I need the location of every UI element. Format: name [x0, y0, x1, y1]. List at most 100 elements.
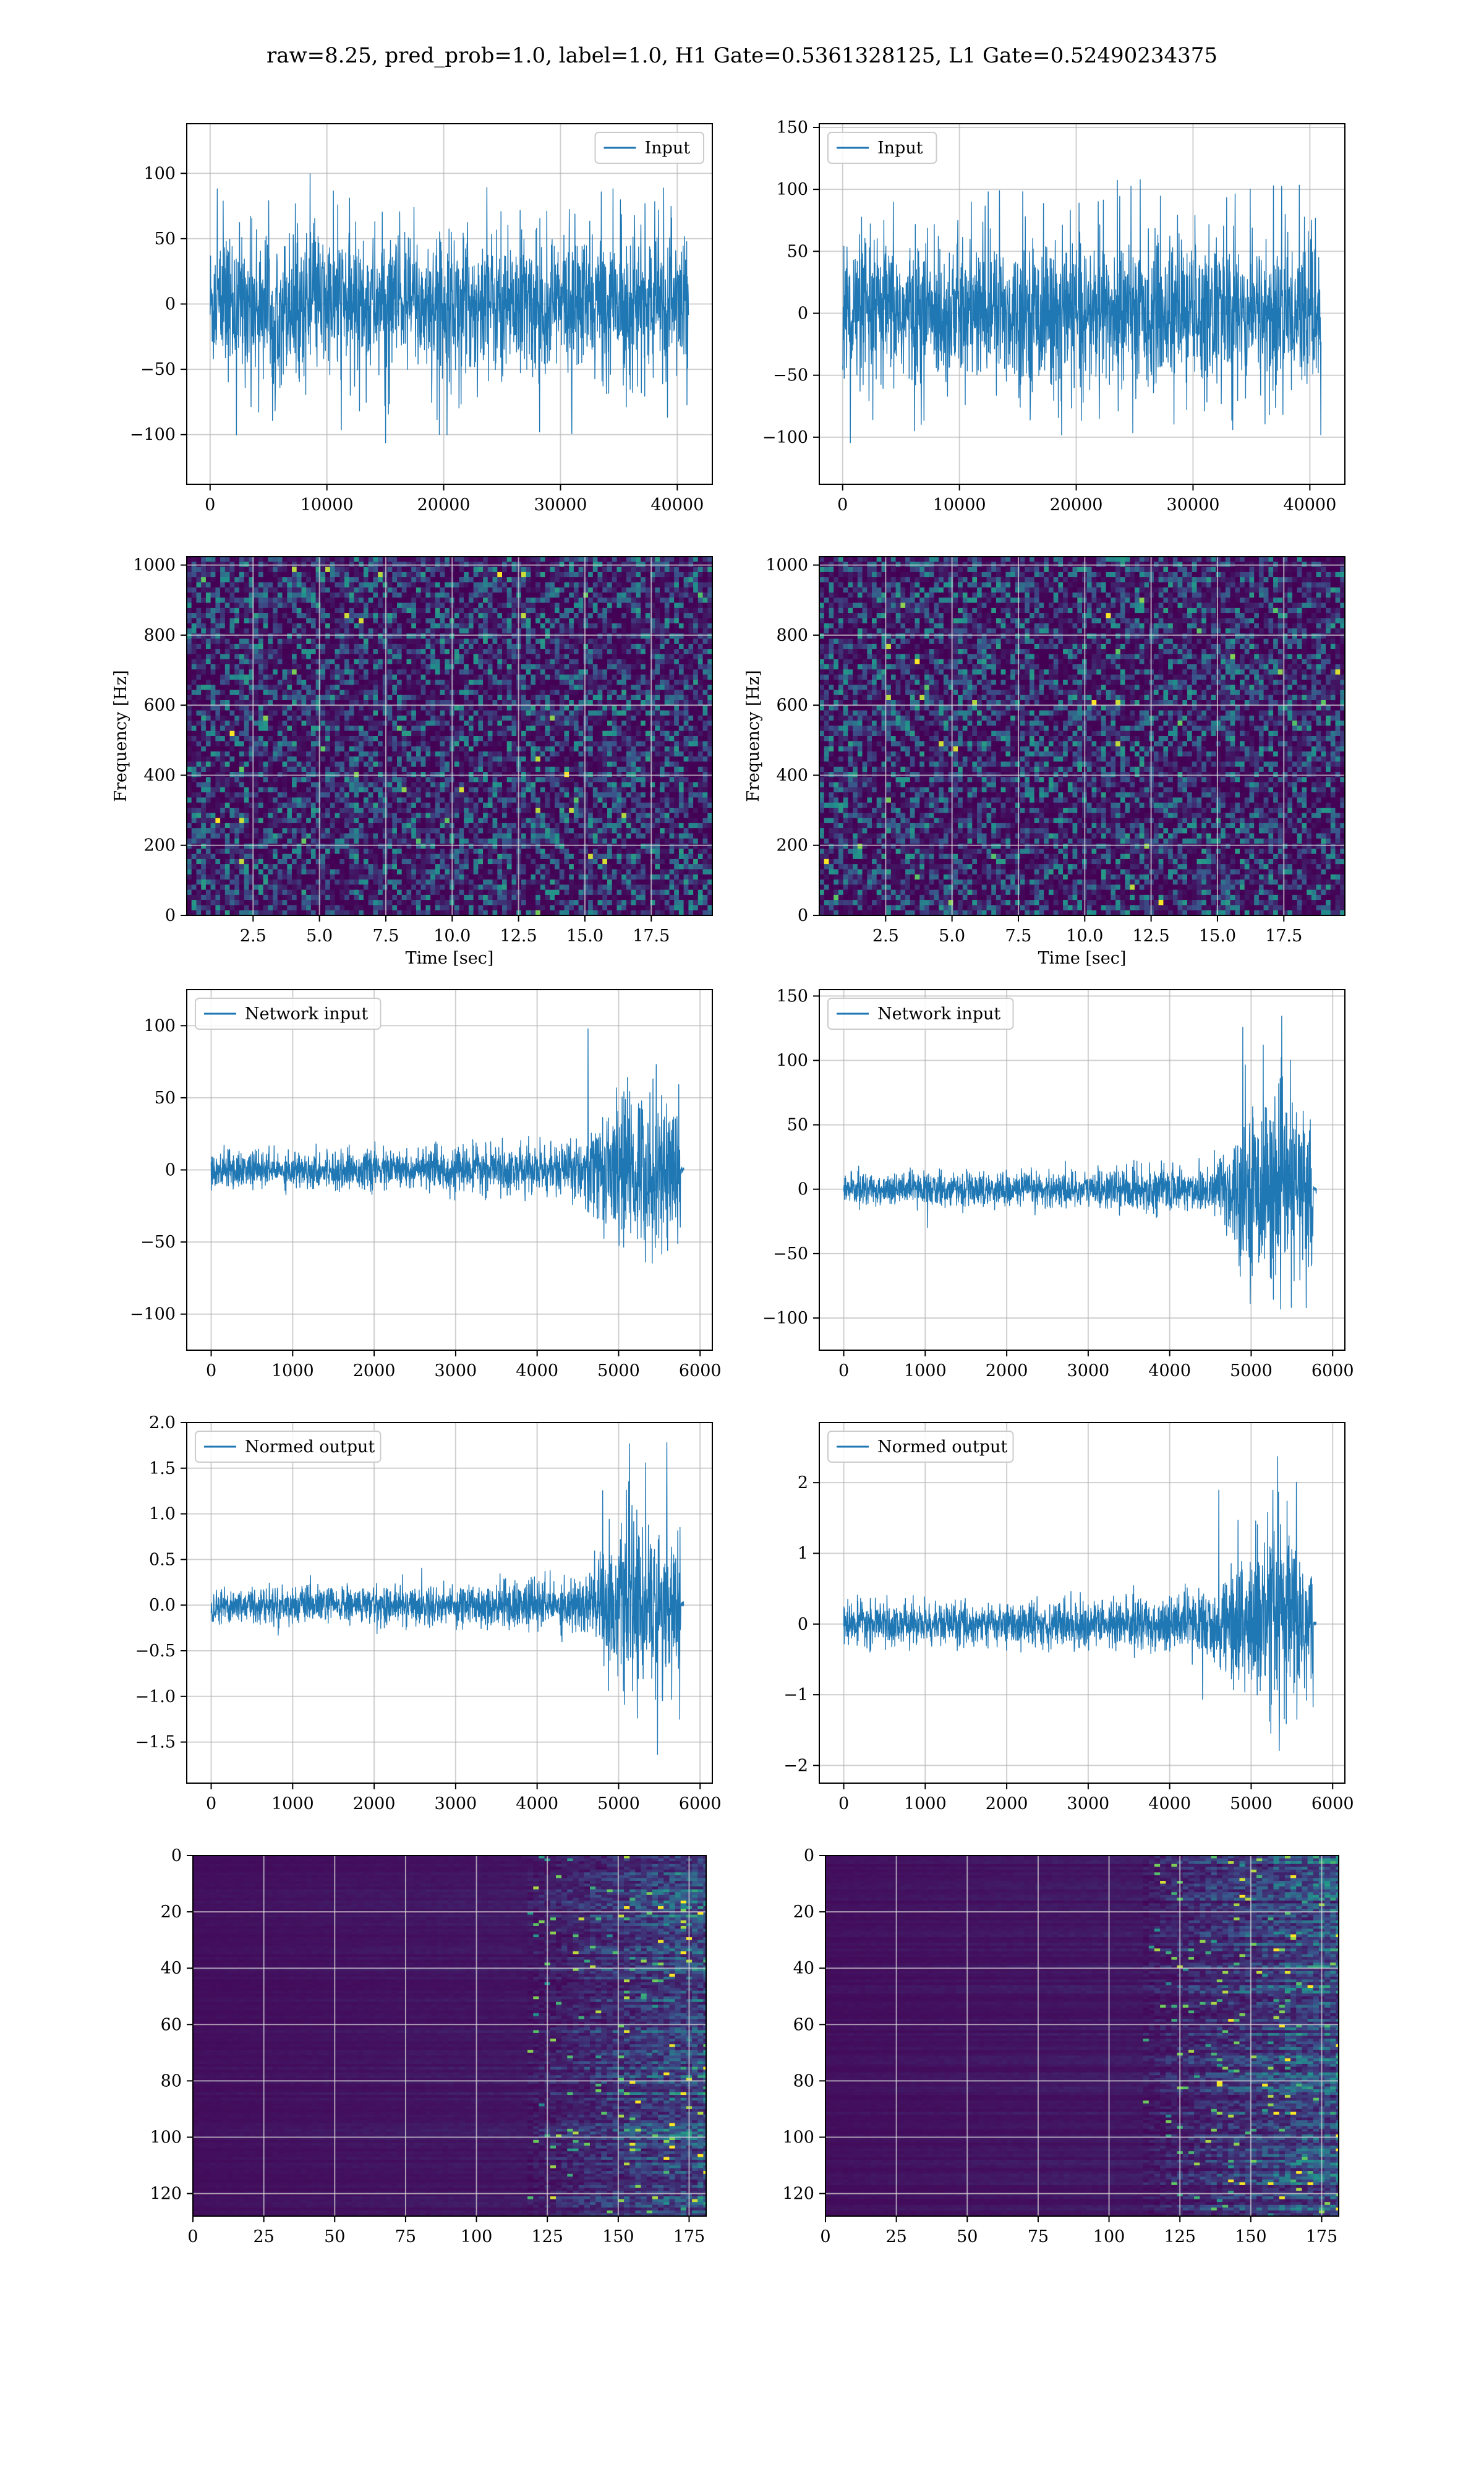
axes-frame: [819, 123, 1345, 485]
y-tick-label: 40: [161, 1959, 182, 1978]
legend-label: Input: [645, 139, 691, 158]
axes-frame: [819, 556, 1345, 916]
y-axis-label: Frequency [Hz]: [744, 670, 763, 802]
x-tick-label: 3000: [435, 1361, 477, 1380]
panel-l1-network-image: 0 25 50 75 100 125 150 175 0 20 40 60 80 100 120: [782, 1846, 1339, 2246]
y-tick-label: 2: [798, 1473, 808, 1492]
x-tick-label: 4000: [1148, 1794, 1191, 1813]
x-tick-label: 175: [1306, 2227, 1338, 2246]
y-tick-label: 100: [143, 164, 176, 183]
y-tick-label: 400: [143, 766, 176, 785]
x-tick-label: 4000: [1148, 1361, 1191, 1380]
y-tick-label: 20: [161, 1903, 182, 1922]
y-tick-label: −50: [140, 360, 176, 379]
x-tick-label: 0: [205, 495, 215, 515]
x-tick-label: 0: [820, 2227, 830, 2246]
legend-box: [594, 132, 704, 164]
plot-area: [187, 1423, 712, 1783]
y-tick-label: −1.0: [135, 1687, 176, 1706]
y-tick-label: 400: [776, 766, 808, 785]
x-tick-label: 10.0: [433, 927, 471, 946]
y-tick-label: 0.0: [149, 1596, 176, 1615]
x-tick-label: 0: [206, 1361, 216, 1380]
axes-frame: [819, 989, 1345, 1351]
x-tick-label: 0: [837, 495, 848, 515]
series-line: [843, 1456, 1317, 1752]
y-tick-label: 0: [165, 1161, 176, 1180]
legend-label: Normed output: [877, 1437, 1007, 1457]
plot-area: [819, 1423, 1345, 1783]
legend-box: [827, 132, 937, 164]
series-line: [843, 1016, 1317, 1310]
x-tick-label: 175: [673, 2227, 706, 2246]
panel-h1-normed-output: 0 1000 2000 3000 4000 5000 6000 −1.5 −1.0 −0.5 0.0…: [135, 1413, 721, 1813]
panel-l1-spectrogram: 2.5 5.0 7.5 10.0 12.5 15.0 17.5 0 200 400 600 800 10…: [744, 556, 1345, 968]
x-tick-label: 20000: [417, 495, 471, 515]
x-axis-label: Time [sec]: [406, 949, 494, 968]
x-tick-label: 1000: [271, 1361, 314, 1380]
x-tick-label: 7.5: [1005, 927, 1031, 946]
x-tick-label: 0: [838, 1361, 849, 1380]
y-tick-label: 80: [793, 2071, 814, 2091]
y-tick-label: 50: [155, 229, 176, 249]
panel-l1-normed-output: 0 1000 2000 3000 4000 5000 6000 −2 −1 0 1 2 Normed o…: [783, 1422, 1354, 1813]
x-tick-label: 1000: [904, 1794, 947, 1813]
y-tick-label: 150: [776, 118, 808, 137]
x-tick-label: 17.5: [1265, 927, 1302, 946]
panel-h1-input: 0 10000 20000 30000 40000 −100 −50 0 50 100 Input: [130, 123, 713, 515]
x-tick-label: 6000: [679, 1794, 722, 1813]
y-tick-label: −0.5: [135, 1641, 176, 1661]
x-tick-label: 25: [253, 2227, 274, 2246]
x-tick-label: 30000: [1166, 495, 1219, 515]
y-tick-label: 1.0: [149, 1505, 176, 1524]
panel-h1-spectrogram: 2.5 5.0 7.5 10.0 12.5 15.0 17.5 0 200 400 600 800 10…: [111, 556, 713, 968]
x-tick-label: 40000: [1283, 495, 1336, 515]
y-tick-label: 0: [798, 304, 808, 323]
y-tick-label: 100: [150, 2128, 182, 2147]
x-tick-label: 0: [206, 1794, 216, 1813]
y-tick-label: −50: [773, 1244, 808, 1264]
y-tick-label: −1: [783, 1685, 808, 1705]
y-tick-label: 600: [776, 696, 808, 715]
x-tick-label: 5.0: [939, 927, 965, 946]
y-tick-label: 50: [155, 1089, 176, 1108]
y-tick-label: 40: [793, 1959, 814, 1978]
x-tick-label: 17.5: [633, 927, 670, 946]
axes-frame: [825, 1855, 1339, 2217]
y-tick-label: 50: [787, 1116, 808, 1135]
y-tick-label: 0: [171, 1846, 182, 1865]
y-tick-label: 0: [165, 906, 176, 925]
y-tick-label: −50: [773, 366, 808, 385]
y-tick-label: 200: [776, 836, 808, 855]
axes-frame: [819, 1422, 1345, 1784]
x-tick-label: 100: [1093, 2227, 1125, 2246]
panel-l1-network-input: 0 1000 2000 3000 4000 5000 6000 −100 −50 0 50 100 15…: [762, 987, 1354, 1380]
y-tick-label: 100: [143, 1016, 176, 1035]
y-tick-label: −50: [140, 1233, 176, 1252]
x-tick-label: 3000: [1067, 1794, 1110, 1813]
y-tick-label: 120: [150, 2185, 182, 2204]
x-tick-label: 100: [461, 2227, 493, 2246]
y-tick-label: 100: [776, 180, 808, 199]
heatmap-cells: [825, 1856, 1339, 2216]
y-tick-label: 800: [143, 626, 176, 645]
y-tick-label: −100: [130, 426, 176, 445]
plot-area: [187, 124, 712, 484]
y-tick-label: 200: [143, 836, 176, 855]
y-tick-label: 20: [793, 1903, 814, 1922]
legend-box: [827, 998, 1014, 1030]
legend-label: Network input: [245, 1004, 368, 1024]
x-tick-label: 10000: [933, 495, 986, 515]
x-tick-label: 50: [957, 2227, 978, 2246]
x-tick-label: 15.0: [1199, 927, 1236, 946]
y-tick-label: 100: [782, 2128, 814, 2147]
y-tick-label: 120: [782, 2185, 814, 2204]
figure-title: raw=8.25, pred_prob=1.0, label=1.0, H1 G…: [267, 43, 1217, 68]
y-tick-label: 600: [143, 696, 176, 715]
panel-h1-network-input: 0 1000 2000 3000 4000 5000 6000 −100 −50 0 50 100 Ne…: [130, 989, 722, 1380]
y-tick-label: 50: [787, 242, 808, 261]
plot-area: [193, 1856, 706, 2216]
x-tick-label: 6000: [679, 1361, 722, 1380]
plot-area: [187, 990, 712, 1350]
